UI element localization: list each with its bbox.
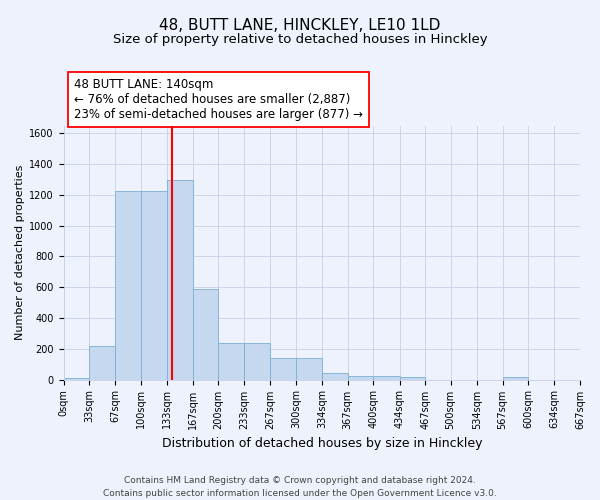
Bar [115, 191, 141, 380]
Text: 48 BUTT LANE: 140sqm
← 76% of detached houses are smaller (2,887)
23% of semi-de: 48 BUTT LANE: 140sqm ← 76% of detached h… [74, 78, 363, 120]
Bar [89, 346, 115, 380]
Text: Contains HM Land Registry data © Crown copyright and database right 2024.
Contai: Contains HM Land Registry data © Crown c… [103, 476, 497, 498]
Y-axis label: Number of detached properties: Number of detached properties [15, 165, 25, 340]
Bar [347, 376, 373, 380]
Bar [193, 289, 218, 380]
Bar [296, 358, 322, 380]
Bar [400, 378, 425, 380]
Bar [270, 358, 296, 380]
Bar [322, 372, 347, 380]
Bar [373, 376, 400, 380]
Bar [167, 180, 193, 380]
Bar [141, 191, 167, 380]
X-axis label: Distribution of detached houses by size in Hinckley: Distribution of detached houses by size … [161, 437, 482, 450]
Bar [503, 378, 528, 380]
Bar [64, 378, 89, 380]
Bar [244, 342, 270, 380]
Text: 48, BUTT LANE, HINCKLEY, LE10 1LD: 48, BUTT LANE, HINCKLEY, LE10 1LD [160, 18, 440, 32]
Bar [218, 342, 244, 380]
Text: Size of property relative to detached houses in Hinckley: Size of property relative to detached ho… [113, 32, 487, 46]
